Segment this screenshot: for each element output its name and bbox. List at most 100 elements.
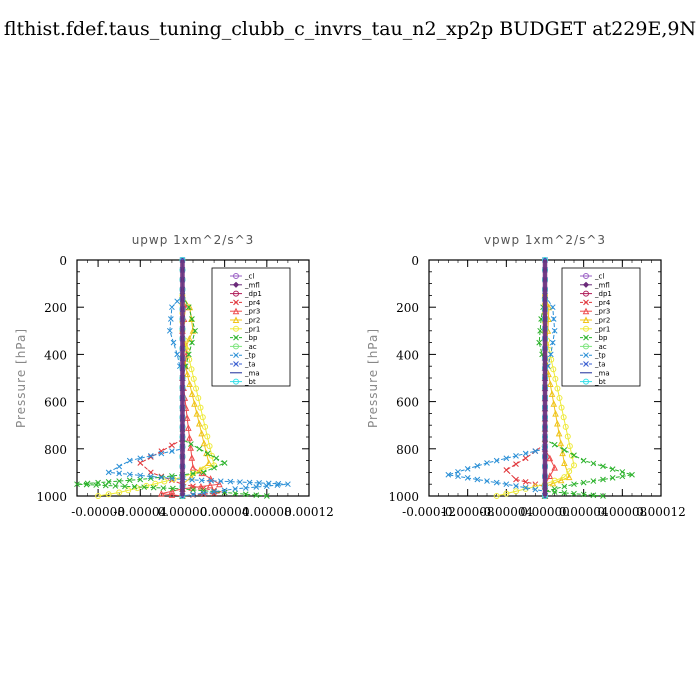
series-line [181, 295, 210, 496]
data-point [174, 298, 181, 305]
data-point [216, 480, 223, 488]
legend-label: _mfl [244, 281, 260, 289]
data-point [200, 490, 207, 497]
legend-item: _bt [230, 378, 256, 386]
data-point [206, 443, 213, 450]
data-point [134, 485, 141, 492]
data-point [464, 466, 471, 472]
legend-marker [233, 343, 239, 350]
legend-marker [232, 281, 240, 288]
data-point [195, 419, 203, 427]
legend-item: _tp [580, 352, 606, 360]
data-point [190, 470, 196, 477]
data-point [197, 404, 204, 411]
data-point [227, 478, 234, 485]
legend-item: _bt [580, 378, 606, 386]
data-point [557, 439, 565, 447]
data-point [105, 469, 112, 476]
y-tick-label: 600 [396, 396, 419, 410]
legend-marker [233, 299, 239, 306]
series-tp [445, 292, 558, 499]
data-point [189, 316, 195, 322]
series-line [544, 295, 570, 496]
data-point [564, 433, 571, 440]
legend-item: _mfl [580, 281, 610, 289]
data-point [208, 477, 215, 484]
data-point [455, 473, 461, 480]
data-point [112, 483, 119, 489]
legend-item: _mfl [230, 281, 260, 289]
data-point [170, 339, 177, 346]
legend: _cl_mfl_dp1_pr4_pr3_pr2_pr1_bp_ac_tp_ta_… [561, 267, 641, 387]
data-point [503, 481, 510, 488]
legend-label: _cl [594, 273, 604, 281]
chart-title: upwp 1xm^2/s^3 [132, 233, 255, 247]
data-point [137, 460, 144, 466]
legend: _cl_mfl_dp1_pr4_pr3_pr2_pr1_bp_ac_tp_ta_… [211, 267, 291, 387]
data-point [169, 448, 175, 455]
data-point [191, 400, 198, 407]
data-point [256, 480, 263, 486]
x-tick-label: 0.00008 [242, 505, 292, 519]
legend-label: _ma [244, 369, 260, 377]
legend-item: _pr2 [230, 316, 260, 325]
data-point [189, 339, 195, 346]
data-point [561, 489, 568, 496]
data-point [522, 484, 529, 491]
x-tick-label: 0.00000 [520, 505, 570, 519]
data-point [147, 473, 154, 480]
legend-item: _pr3 [580, 307, 610, 316]
data-point [600, 476, 606, 483]
data-point [105, 478, 112, 485]
legend-marker [233, 361, 239, 367]
x-tick-label: -0.00004 [479, 505, 533, 519]
data-point [546, 472, 554, 479]
data-point [143, 482, 150, 489]
data-point [474, 463, 481, 469]
y-tick-label: 0 [411, 254, 419, 268]
data-point [546, 454, 554, 462]
data-point [116, 463, 123, 470]
data-point [551, 441, 558, 448]
data-point [513, 453, 519, 459]
data-point [474, 476, 481, 483]
data-point [253, 492, 260, 498]
legend-label: _pr2 [244, 317, 260, 325]
data-point [232, 486, 239, 492]
data-point [199, 414, 206, 421]
data-point [263, 483, 270, 489]
data-point [192, 327, 198, 334]
data-point [137, 476, 144, 483]
legend-marker [233, 334, 239, 341]
legend-label: _pr4 [594, 299, 611, 307]
data-point [513, 488, 519, 495]
data-point [503, 455, 510, 462]
data-point [554, 385, 561, 392]
data-point [253, 484, 260, 490]
data-point [561, 483, 568, 490]
data-point [552, 409, 559, 417]
y-tick-label: 800 [44, 443, 67, 457]
data-point [242, 491, 249, 498]
x-tick-label: 0.00004 [559, 505, 609, 519]
legend-item: _bp [230, 334, 258, 342]
data-point [74, 481, 80, 488]
legend-item: _pr4 [580, 299, 611, 307]
data-point [548, 356, 555, 363]
chart-title: vpwp 1xm^2/s^3 [484, 233, 606, 247]
data-point [562, 423, 569, 430]
legend-label: _pr2 [594, 317, 610, 325]
data-point [185, 351, 192, 358]
data-point [493, 457, 500, 464]
data-point [550, 400, 558, 407]
data-point [206, 481, 214, 489]
data-point [168, 316, 174, 322]
series-pr4 [503, 441, 548, 499]
x-tick-label: 0.00012 [284, 505, 334, 519]
legend-item: _pr1 [580, 325, 610, 333]
series-line [76, 295, 267, 497]
data-point [158, 450, 165, 457]
data-point [147, 454, 154, 460]
data-point [116, 470, 123, 477]
data-point [193, 385, 200, 392]
